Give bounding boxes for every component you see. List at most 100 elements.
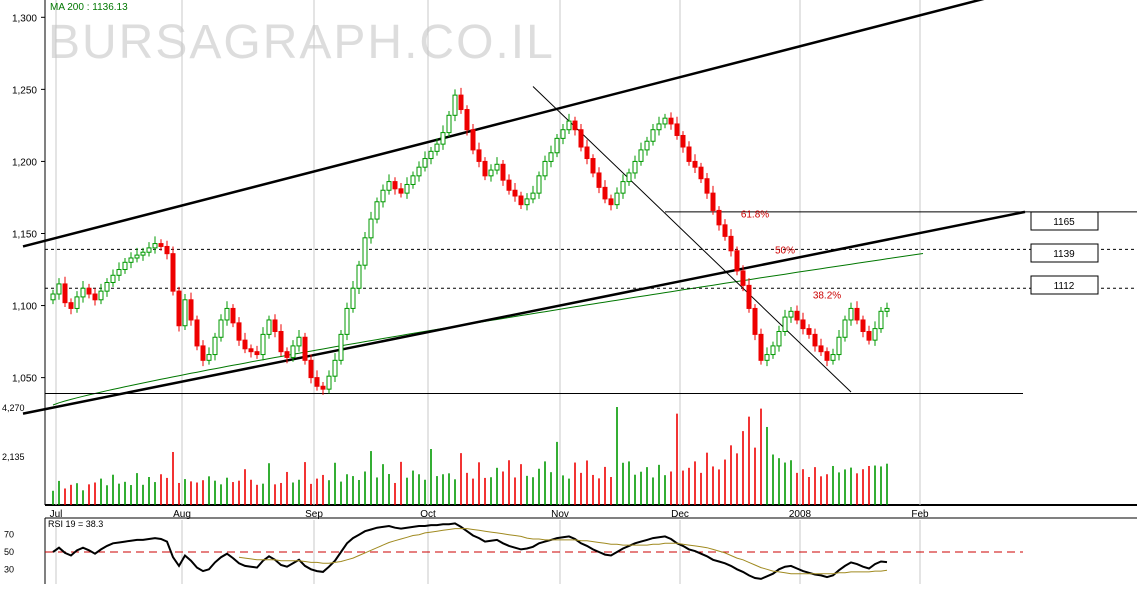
candle-body [338, 333, 344, 361]
candle-body [260, 333, 266, 356]
level-box [1030, 275, 1099, 295]
trendline [22, 210, 1026, 415]
month-tick-label: Nov [551, 509, 569, 520]
candle-body [50, 293, 56, 301]
candle-body [524, 198, 530, 206]
candle-body [746, 284, 752, 309]
candle-body [560, 129, 566, 139]
rsi-label: RSI 19 = 38.3 [48, 519, 103, 529]
candle-body [680, 134, 686, 148]
candle-body [674, 123, 680, 136]
candle-body [356, 264, 362, 289]
candle-body [812, 333, 818, 347]
candle-body [482, 160, 488, 177]
fib-labels: 61.8% 50% 38.2% [741, 210, 841, 302]
candle-body [140, 251, 146, 256]
price-tick-label: 1,150 [12, 229, 37, 240]
candle-body [488, 169, 494, 177]
candle-body [872, 328, 878, 341]
candle-body [572, 120, 578, 131]
candle-body [476, 149, 482, 162]
candle-body [548, 152, 554, 162]
candle-body [620, 181, 626, 194]
level-box-label: 1165 [1053, 217, 1075, 228]
volume-tick-label: 4,270 [2, 403, 25, 413]
month-tick-label: Jul [50, 509, 63, 520]
candle-body [380, 189, 386, 203]
candle-body [368, 218, 374, 239]
volume-axis: 4,270 2,135 [2, 403, 25, 462]
candle-body [626, 172, 632, 183]
volume-tick-label: 2,135 [2, 452, 25, 462]
fib-label: 50% [775, 246, 795, 257]
candle-body [752, 307, 758, 335]
candle-body [470, 129, 476, 151]
candle-body [392, 181, 398, 190]
candle-body [782, 316, 788, 332]
candle-body [122, 261, 128, 271]
candle-body [284, 351, 290, 358]
candle-body [146, 247, 152, 253]
candle-body [116, 269, 122, 276]
candle-body [596, 172, 602, 188]
candle-body [884, 307, 890, 312]
candle-body [794, 310, 800, 321]
candle-body [536, 175, 542, 194]
candle-body [182, 299, 188, 327]
candle-body [272, 319, 278, 332]
candle-body [188, 299, 194, 321]
candle-body [230, 307, 236, 324]
month-tick-label: 2008 [789, 509, 812, 520]
candle-body [248, 348, 254, 353]
candle-body [818, 345, 824, 353]
level-boxes: 1165 1139 1112 [1030, 211, 1099, 295]
candles [50, 87, 890, 395]
candle-body [68, 302, 74, 309]
rsi-panel: 70 50 30 [4, 522, 1023, 580]
candle-body [740, 270, 746, 286]
candle-body [860, 319, 866, 332]
rsi-tick-label: 50 [4, 547, 14, 557]
candle-body [692, 160, 698, 168]
candle-body [374, 201, 380, 220]
candle-body [464, 109, 470, 131]
candle-body [878, 310, 884, 330]
month-tick-label: Aug [173, 509, 191, 520]
candle-body [500, 163, 506, 181]
candle-body [704, 178, 710, 194]
candle-body [728, 235, 734, 252]
candle-body [254, 351, 260, 356]
candle-body [278, 330, 284, 353]
candle-body [452, 94, 458, 116]
candle-body [386, 181, 392, 191]
candle-body [314, 377, 320, 387]
candle-body [716, 209, 722, 226]
price-tick-label: 1,050 [12, 374, 37, 385]
candle-body [632, 160, 638, 174]
candle-body [428, 150, 434, 160]
trendline [532, 86, 852, 393]
candle-body [404, 183, 410, 194]
candle-body [446, 114, 452, 134]
candle-body [776, 330, 782, 347]
candle-body [152, 243, 158, 249]
candle-body [218, 319, 224, 338]
month-axis: Jul Aug Sep Oct Nov Dec 2008 Feb [50, 509, 929, 520]
candle-body [842, 319, 848, 338]
candle-body [758, 333, 764, 361]
candle-body [656, 123, 662, 131]
candle-body [362, 237, 368, 266]
horizontal-levels [45, 211, 1137, 394]
trendline [22, 0, 985, 248]
rsi-line [52, 522, 888, 580]
candle-body [764, 354, 770, 361]
candle-body [290, 345, 296, 358]
candle-body [590, 158, 596, 174]
candle-body [566, 120, 572, 131]
candle-body [332, 359, 338, 377]
candle-body [578, 129, 584, 148]
candle-body [722, 224, 728, 237]
trendlines [22, 0, 1026, 415]
candle-body [200, 345, 206, 361]
